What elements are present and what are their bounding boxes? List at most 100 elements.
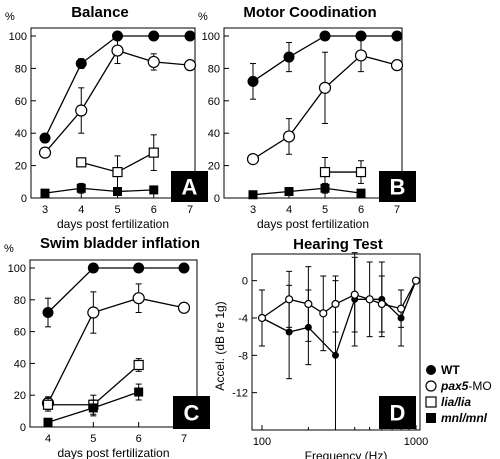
panel-badge <box>173 396 210 429</box>
panel-title: Balance <box>71 4 129 21</box>
data-point <box>365 295 374 304</box>
y-tick-label: 40 <box>15 128 27 140</box>
y-tick-label: 20 <box>15 161 27 173</box>
data-point <box>350 290 359 299</box>
panel-title: Motor Coodination <box>243 4 376 21</box>
data-point <box>319 166 331 178</box>
y-tick-label: 60 <box>208 96 220 108</box>
data-point <box>283 51 295 63</box>
y-tick-label: 80 <box>208 63 220 75</box>
x-axis-label: days post fertilization <box>57 446 169 459</box>
panel-title: Swim bladder inflation <box>40 235 200 252</box>
data-point <box>320 183 330 193</box>
y-tick-label: 100 <box>9 31 27 43</box>
series-line <box>252 187 362 196</box>
panel-badge-label: D <box>390 401 406 426</box>
data-point <box>354 49 368 62</box>
x-tick-label: 4 <box>78 204 84 216</box>
data-point <box>43 417 53 427</box>
x-tick-label: 7 <box>181 433 187 445</box>
legend-label-suffix: -MO <box>468 379 491 393</box>
plot-frame <box>29 259 198 428</box>
legend-label-main: lia/lia <box>441 395 471 409</box>
data-point <box>285 295 294 304</box>
legend-label: WT <box>441 363 460 377</box>
data-point <box>112 166 123 178</box>
data-point <box>40 188 50 198</box>
x-tick-label: 6 <box>136 433 142 445</box>
y-tick-label: 20 <box>14 390 26 402</box>
legend-item-pax5-mo: pax5-MO <box>425 379 492 393</box>
y-tick-label: 60 <box>14 327 26 339</box>
data-point <box>377 299 386 309</box>
data-point <box>318 81 332 94</box>
data-point <box>76 183 86 193</box>
data-point <box>247 75 259 87</box>
data-point <box>75 104 88 117</box>
data-point <box>285 328 293 336</box>
x-tick-label: 100 <box>253 436 271 448</box>
data-point <box>147 55 160 69</box>
x-tick-label: 4 <box>286 204 292 216</box>
data-point <box>75 58 87 70</box>
data-point <box>149 185 159 195</box>
data-point <box>248 190 258 200</box>
data-point <box>391 30 403 42</box>
series-lia-lia <box>76 134 159 189</box>
series-pax5-mo <box>246 38 404 166</box>
x-tick-label: 5 <box>114 204 120 216</box>
legend-marker <box>426 413 436 423</box>
y-axis-label: % <box>4 243 14 255</box>
series-mnl-mnl <box>248 182 366 200</box>
y-tick-label: 20 <box>208 161 220 173</box>
x-axis-label: Frequency (Hz) <box>305 449 388 459</box>
y-tick-label: 0 <box>20 422 26 434</box>
data-point <box>246 153 260 166</box>
data-point <box>42 307 54 319</box>
data-point <box>411 276 421 285</box>
series-line <box>44 49 191 154</box>
y-tick-label: 40 <box>14 358 26 370</box>
legend-marker <box>426 365 436 375</box>
legend-marker <box>425 380 437 392</box>
x-tick-label: 7 <box>394 204 400 216</box>
x-tick-label: 5 <box>322 204 328 216</box>
plot-frame <box>30 27 196 199</box>
y-axis-label: % <box>198 11 208 23</box>
x-axis-label: days post fertilization <box>257 217 369 231</box>
x-tick-label: 4 <box>45 433 51 445</box>
y-axis-label: Accel. (dB re 1g) <box>213 301 227 390</box>
y-tick-label: 60 <box>15 96 27 108</box>
data-point <box>356 188 366 198</box>
legend-label: pax5-MO <box>440 379 492 393</box>
legend: WT pax5-MO lia/lia mnl/mnl <box>425 363 492 425</box>
data-point <box>38 146 52 159</box>
data-point <box>88 403 98 413</box>
y-tick-label: 100 <box>202 31 220 43</box>
panel-badge-label: A <box>182 175 198 200</box>
data-point <box>76 157 87 168</box>
data-point <box>39 132 51 144</box>
data-point <box>355 166 367 178</box>
data-point <box>319 309 328 318</box>
series-mnl-mnl <box>43 383 144 427</box>
x-tick-label: 6 <box>151 204 157 216</box>
data-point <box>148 30 160 42</box>
y-axis-label: % <box>5 11 15 23</box>
data-point <box>134 387 144 397</box>
x-tick-label: 7 <box>187 204 193 216</box>
data-point <box>319 30 331 42</box>
panel-a: Balance% 0 20 40 60 80 100 3 4 5 6 7 days post ferti… <box>5 4 208 231</box>
data-point <box>133 262 145 274</box>
data-point <box>148 147 159 158</box>
panel-badge <box>171 171 208 202</box>
y-tick-label: 100 <box>8 263 26 275</box>
y-tick-label: 0 <box>21 193 27 205</box>
panel-badge-label: C <box>184 401 200 426</box>
data-point <box>178 262 190 274</box>
data-point <box>133 359 144 371</box>
legend-label-main: mnl/mnl <box>441 411 488 425</box>
x-tick-label: 5 <box>90 433 96 445</box>
